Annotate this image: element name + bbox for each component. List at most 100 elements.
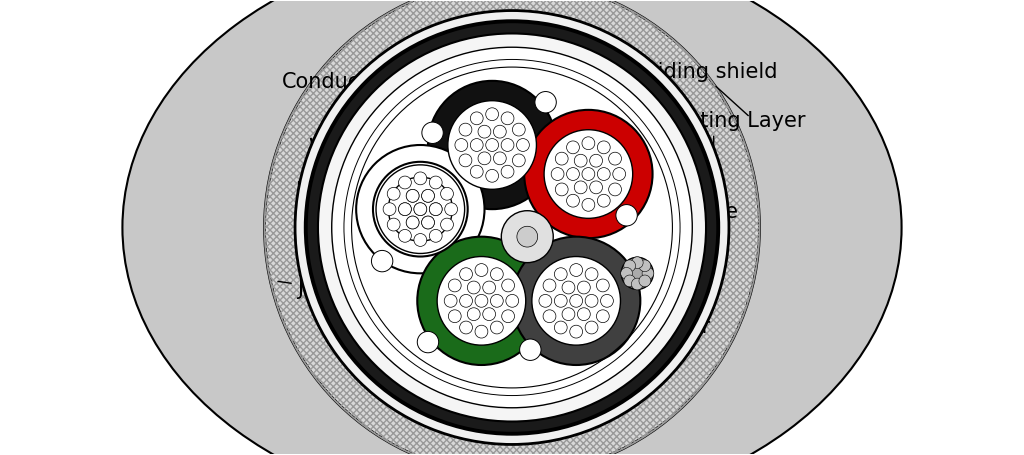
Circle shape [585,321,598,334]
Circle shape [578,281,590,294]
Circle shape [306,21,718,434]
Circle shape [578,308,590,321]
Circle shape [429,203,442,216]
Circle shape [440,187,454,200]
Circle shape [459,154,472,167]
Circle shape [512,123,525,136]
Circle shape [460,294,472,307]
Circle shape [437,257,525,345]
Circle shape [429,176,442,189]
Circle shape [422,122,443,143]
Circle shape [519,339,541,360]
Circle shape [574,181,587,194]
Circle shape [398,176,412,189]
Circle shape [482,308,496,321]
Circle shape [494,152,506,165]
Circle shape [398,229,412,242]
Circle shape [414,203,427,216]
Circle shape [447,101,537,189]
Circle shape [422,216,434,229]
Circle shape [373,162,468,257]
Circle shape [566,167,580,181]
Circle shape [596,279,609,292]
Circle shape [467,308,480,321]
Circle shape [417,237,546,365]
Circle shape [524,110,652,238]
Circle shape [554,294,567,307]
Circle shape [501,112,514,125]
Circle shape [407,189,419,202]
Circle shape [608,183,622,196]
Circle shape [512,154,525,167]
Circle shape [440,218,454,231]
Text: Filler2: Filler2 [625,150,694,183]
Circle shape [478,152,490,165]
Circle shape [566,194,580,207]
Circle shape [444,294,457,307]
Circle shape [569,263,583,277]
Text: Wrap: Wrap [308,36,525,158]
Circle shape [407,216,419,229]
Circle shape [608,152,622,165]
Circle shape [582,167,595,181]
Circle shape [632,278,643,290]
Circle shape [422,216,434,229]
Circle shape [467,281,480,294]
Circle shape [597,167,610,181]
Circle shape [615,205,637,226]
Circle shape [429,229,442,242]
Circle shape [490,321,503,334]
Circle shape [460,268,472,281]
Circle shape [597,194,610,207]
Circle shape [555,183,568,196]
Circle shape [470,139,483,152]
Circle shape [449,279,461,292]
Circle shape [422,189,434,202]
Circle shape [398,203,412,216]
Circle shape [506,294,519,307]
Circle shape [414,203,427,216]
Circle shape [475,325,487,338]
Circle shape [639,275,650,287]
Circle shape [485,169,499,182]
Text: Insulator: Insulator [618,317,711,337]
Circle shape [460,321,472,334]
Ellipse shape [123,0,901,455]
Circle shape [642,268,654,279]
Circle shape [596,310,609,323]
Circle shape [612,167,626,181]
Circle shape [295,10,729,445]
Circle shape [414,172,427,185]
Circle shape [387,218,400,231]
Circle shape [517,226,538,247]
Circle shape [600,294,613,307]
Circle shape [376,165,465,253]
Text: Filler1: Filler1 [296,162,418,201]
Circle shape [544,130,633,218]
Circle shape [407,216,419,229]
Text: Conductor: Conductor [282,72,552,138]
Circle shape [531,257,621,345]
Circle shape [569,294,583,307]
Circle shape [502,279,514,292]
Circle shape [344,60,680,395]
Circle shape [414,233,427,247]
Circle shape [455,139,468,152]
Circle shape [512,237,640,365]
Circle shape [485,108,499,121]
Circle shape [539,294,552,307]
Circle shape [332,47,692,408]
Circle shape [543,310,556,323]
Circle shape [502,211,553,263]
Circle shape [475,263,487,277]
Circle shape [597,141,610,154]
Circle shape [555,152,568,165]
Circle shape [422,189,434,202]
Circle shape [585,294,598,307]
Circle shape [624,275,636,287]
Text: Drain wire: Drain wire [631,202,738,268]
Circle shape [478,125,490,138]
Circle shape [470,165,483,178]
Circle shape [264,0,760,455]
Circle shape [372,250,393,272]
